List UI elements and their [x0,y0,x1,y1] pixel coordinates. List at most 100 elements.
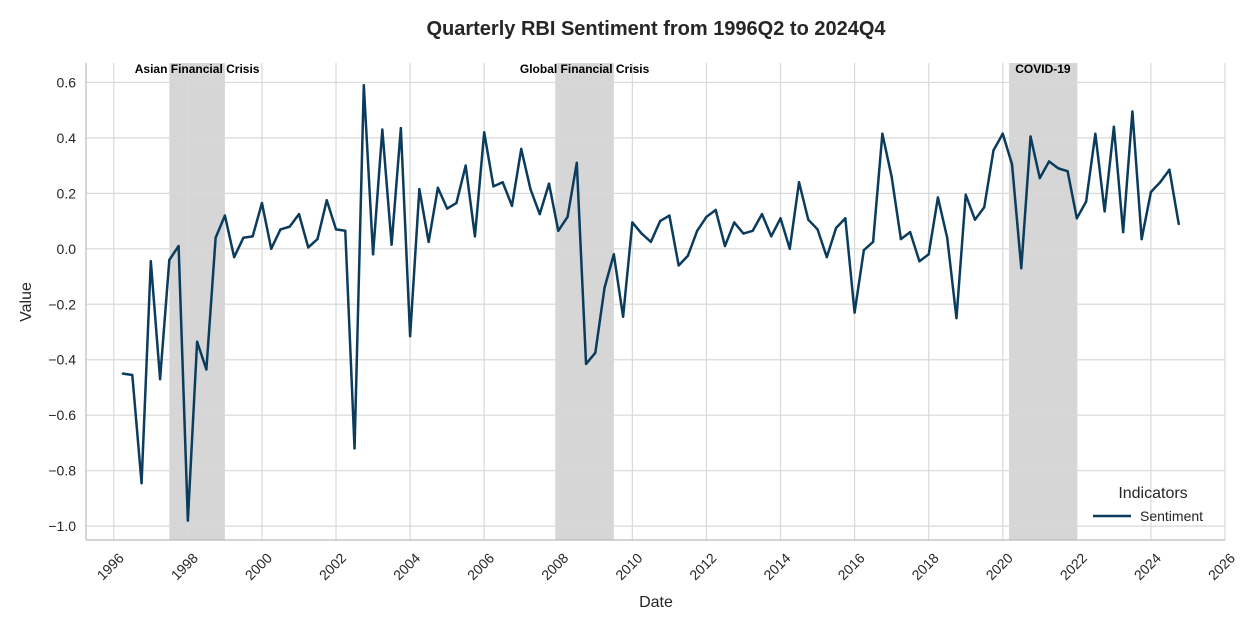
data-point [677,264,680,267]
x-tick-label: 2010 [612,550,645,583]
data-point [464,164,467,167]
data-point [751,229,754,232]
data-point [371,253,375,256]
data-point [288,225,291,228]
chart-title: Quarterly RBI Sentiment from 1996Q2 to 2… [426,18,886,40]
x-tick-label: 1996 [94,550,127,583]
y-tick-label: 0.2 [57,185,77,201]
data-point [955,316,958,320]
data-point [1168,168,1171,171]
x-tick-label: 2002 [316,550,349,583]
x-tick-label: 2018 [908,550,941,583]
data-point [1103,210,1106,213]
data-point [186,519,190,522]
y-tick-label: −0.8 [48,463,76,479]
data-point [168,258,171,262]
x-tick-label: 2006 [464,550,497,583]
data-point [1084,200,1088,203]
legend-label-sentiment: Sentiment [1140,508,1203,524]
data-point [594,351,597,355]
data-point [473,235,477,238]
data-point [686,254,690,257]
data-point [584,362,588,366]
shaded-region-labels: Asian Financial Crisis Global Financial C… [135,62,1071,76]
shaded-region [169,63,225,540]
data-point [399,126,403,130]
shaded-region-label: COVID-19 [1015,62,1071,76]
data-point [908,230,912,234]
x-tick-label: 2022 [1057,550,1090,583]
data-point [492,185,495,188]
data-point [1149,190,1153,194]
data-point [733,221,736,224]
data-point [603,286,606,289]
data-point [918,260,921,263]
shaded-region [555,63,614,540]
data-point [177,244,180,248]
data-point [482,131,486,134]
data-point [705,215,708,219]
data-point [242,236,245,239]
y-tick-label: 0.4 [57,130,77,146]
data-point [871,240,875,244]
data-point [1140,237,1143,241]
data-point [195,340,199,343]
data-point [1131,110,1134,113]
x-tick-label: 2004 [390,550,423,583]
x-tick-label: 2026 [1205,550,1238,583]
y-tick-label: −0.2 [48,296,76,312]
data-point [353,447,356,450]
x-tick-label: 2012 [686,550,719,583]
data-point [149,260,153,263]
data-point [260,201,264,205]
data-point [316,237,319,241]
x-tick-label: 2014 [760,550,793,583]
data-point [307,246,310,249]
shaded-region-label: Global Financial Crisis [520,62,650,76]
data-point [232,255,236,259]
data-point [158,377,162,381]
data-point [445,207,449,210]
data-point [205,368,208,371]
y-tick-label: −0.6 [48,407,76,423]
data-point [1047,160,1051,163]
data-point [770,235,773,238]
data-point [649,240,653,244]
x-tick-label: 2000 [242,550,275,583]
data-point [816,228,819,231]
data-point [881,132,884,135]
data-point [547,182,551,185]
data-point [983,206,986,209]
data-point [797,181,801,184]
data-point [964,193,967,196]
data-point [834,226,838,230]
shaded-region-label: Asian Financial Crisis [135,62,260,76]
data-point [334,228,338,231]
data-point [640,232,643,235]
x-tick-label: 2008 [538,550,571,583]
data-point [427,240,430,244]
data-point [1177,222,1180,226]
data-point [1075,217,1079,220]
data-point [973,218,977,221]
data-point [121,372,125,375]
data-point [890,175,893,178]
data-point [927,253,930,256]
data-point [529,187,532,191]
data-point [297,212,301,216]
shaded-region [1009,63,1077,540]
data-point [862,248,866,252]
data-point [418,187,421,191]
data-point [853,311,856,314]
legend-title: Indicators [1118,485,1187,502]
data-point [510,204,514,208]
data-point [714,208,717,212]
data-point [695,229,699,232]
x-axis-label: Date [639,594,673,611]
y-tick-label: 0.6 [57,74,77,90]
data-point [1057,167,1060,170]
data-point [362,83,365,87]
data-point [325,199,328,202]
